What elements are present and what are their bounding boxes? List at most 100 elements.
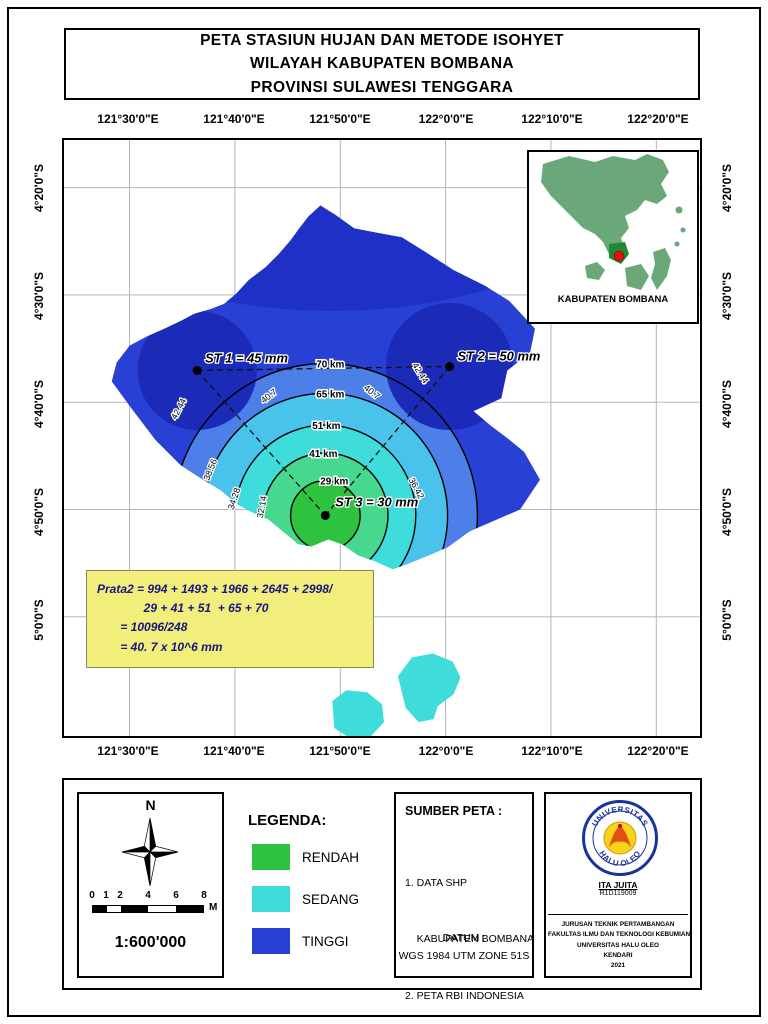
scale-tick: 4 [145,890,151,901]
author-id: R1D119009 [599,890,637,897]
legend-swatch-sedang [252,886,290,912]
isohyet-label-51km: 51 km [312,421,340,432]
scale-tick: 6 [173,890,179,901]
author-block: ITA JUITA R1D119009 [546,880,690,897]
author-name: ITA JUITA [598,880,638,890]
credit-line-1: JURUSAN TEKNIK PERTAMBANGAN [561,921,675,928]
lon-label-top: 122°10'0"E [521,112,583,126]
credit-line-4: KENDARI [603,951,633,959]
scale-tick: 1 [103,890,109,901]
lon-label-bottom: 122°20'0"E [627,744,689,758]
legend: LEGENDA: RENDAH SEDANG TINGGI [240,796,386,978]
inset-island-buton [651,248,671,290]
north-label: N [145,797,156,813]
map-canvas: ST 1 = 45 mm ST 2 = 50 mm ST 3 = 30 mm 7… [64,140,700,736]
scale-tick: 2 [117,890,123,901]
lat-label-right: 4°20'0"S [720,163,734,213]
inset-islet [675,206,683,214]
credit-line-3: UNIVERSITAS HALU OLEO [577,941,659,949]
inset-map: KABUPATEN BOMBANA [527,150,699,324]
lat-label-left: 4°30'0"S [32,271,46,321]
map-title: PETA STASIUN HUJAN DAN METODE ISOHYET WI… [64,28,700,100]
legend-item-tinggi: TINGGI [252,928,349,954]
isohyet-label-41km: 41 km [309,449,337,460]
lon-label-top: 121°40'0"E [203,112,265,126]
lon-label-bottom: 121°30'0"E [97,744,159,758]
lon-label-top: 121°50'0"E [309,112,371,126]
isohyet-label-65km: 65 km [316,389,344,400]
lat-label-right: 4°40'0"S [720,379,734,429]
station-dot-st3 [320,511,330,520]
lon-label-top: 121°30'0"E [97,112,159,126]
source-line-2: KABUPATEN BOMBANA [405,933,535,946]
station-lines [196,365,451,516]
scale-tick: 8 [201,890,207,901]
legend-title: LEGENDA: [248,812,327,829]
credit-line-2: FAKULTAS ILMU DAN TEKNOLOGI KEBUMIAN [548,931,691,939]
legend-label-tinggi: TINGGI [302,933,349,949]
station-dot-st2 [445,362,455,371]
formula-box: Prata2 = 994 + 1493 + 1966 + 2645 + 2998… [86,570,374,668]
map-source-box: SUMBER PETA : 1. DATA SHP KABUPATEN BOMB… [394,792,534,1002]
lat-label-right: 4°30'0"S [720,271,734,321]
sheet-border [7,7,761,1017]
legend-item-sedang: SEDANG [252,886,359,912]
source-line-3: 2. PETA RBI INDONESIA [405,990,524,1003]
lat-label-left: 4°20'0"S [32,163,46,213]
legend-item-rendah: RENDAH [252,844,359,870]
lat-label-right: 4°50'0"S [720,487,734,537]
compass-scale-box: N 0 1 2 4 6 8 [77,792,224,978]
title-line-3: PROVINSI SULAWESI TENGGARA [250,78,514,96]
station-dot-st1 [192,365,202,375]
isohyet-labels: 70 km 65 km 51 km 41 km 29 km [308,358,350,489]
lat-label-left: 4°50'0"S [32,487,46,537]
lat-label-right: 5°0'0"S [720,599,734,641]
credit-line-5: 2021 [610,962,626,969]
lat-label-left: 5°0'0"S [32,599,46,641]
scale-bar [92,905,204,913]
rain-stations: ST 1 = 45 mm ST 2 = 50 mm ST 3 = 30 mm [192,347,542,520]
station-label-st1: ST 1 = 45 mm [205,351,288,366]
scale-tick: 0 [89,890,95,901]
isohyet-label-70km: 70 km [316,359,344,370]
university-logo-icon: UNIVERSITAS HALU OLEO [582,800,658,876]
source-lines: 1. DATA SHP KABUPATEN BOMBANA 2. PETA RB… [405,836,534,1024]
map-frame: ST 1 = 45 mm ST 2 = 50 mm ST 3 = 30 mm 7… [62,138,702,738]
scale-unit: M [209,902,218,913]
inset-location-marker [613,250,625,262]
formula-line-4: = 40. 7 x 10^6 mm [97,639,223,654]
department-credits: JURUSAN TEKNIK PERTAMBANGAN FAKULTAS ILM… [548,914,691,971]
source-line-1: 1. DATA SHP [405,876,468,889]
inset-canvas [541,154,686,290]
logo-wing-icon [609,826,631,847]
datum-label: DATUM : [442,932,486,944]
title-line-1: PETA STASIUN HUJAN DAN METODE ISOHYET [200,32,564,50]
inset-sulawesi-mainland [541,154,669,262]
legend-label-rendah: RENDAH [302,849,360,865]
legend-label-sedang: SEDANG [302,891,360,907]
formula-line-2: 29 + 41 + 51 + 65 + 70 [97,601,269,616]
legend-swatch-tinggi [252,928,290,954]
inset-island-kabaena [585,262,605,280]
island-southeast [397,653,461,723]
station-label-st3: ST 3 = 30 mm [335,495,418,510]
inset-islet [674,241,680,247]
compass-rose-icon [121,817,179,886]
lon-label-bottom: 122°0'0"E [418,744,474,758]
lon-label-top: 122°20'0"E [627,112,689,126]
scale-ratio: 1:600'000 [114,934,187,951]
island-southwest [332,690,384,736]
title-line-2: WILAYAH KABUPATEN BOMBANA [249,55,515,73]
formula-line-3: = 10096/248 [97,620,188,635]
lon-label-top: 122°0'0"E [418,112,474,126]
formula-line-1: Prata2 = 994 + 1493 + 1966 + 2645 + 2998… [97,582,333,596]
isohyet-label-29km: 29 km [320,477,348,488]
inset-islet [680,227,686,233]
source-title: SUMBER PETA : [405,804,503,818]
inset-label: KABUPATEN BOMBANA [557,294,669,305]
lon-label-bottom: 122°10'0"E [521,744,583,758]
logo-star [618,824,622,828]
credits-box: UNIVERSITAS HALU OLEO ITA JUITA R1D11900… [544,792,692,978]
zone-high-top [111,205,541,311]
